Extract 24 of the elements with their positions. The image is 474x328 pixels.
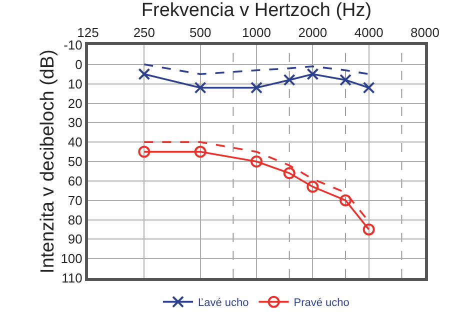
x-tick-label: 500 — [189, 24, 212, 40]
x-tick-label: 125 — [77, 24, 99, 40]
x-tick-label: 1000 — [242, 24, 271, 40]
x-tick-label: 8000 — [410, 24, 440, 40]
y-tick-label: 60 — [68, 173, 82, 188]
legend-label: Pravé ucho — [294, 297, 350, 310]
x-axis-title: Frekvencia v Hertzoch (Hz) — [141, 0, 372, 21]
y-tick-label: 80 — [68, 212, 82, 228]
y-tick-label: 40 — [68, 134, 82, 150]
y-tick-label: 30 — [68, 115, 82, 130]
y-tick-label: 90 — [68, 232, 82, 247]
y-tick-label: 70 — [68, 192, 82, 208]
y-tick-label: -10 — [64, 38, 82, 53]
y-tick-label: 20 — [68, 96, 82, 111]
y-tick-label: 50 — [68, 154, 82, 170]
y-tick-label: 10 — [68, 76, 82, 92]
x-tick-label: 250 — [133, 24, 156, 40]
y-tick-label: 0 — [75, 56, 82, 72]
y-tick-label: 100 — [60, 251, 82, 266]
legend-label: Ľavé ucho — [198, 297, 249, 310]
y-tick-label: 110 — [62, 270, 82, 286]
x-tick-label: 4000 — [354, 24, 384, 40]
x-tick-label: 2000 — [298, 24, 328, 40]
y-axis-title: Intenzita v decibeloch (dB) — [38, 50, 59, 274]
